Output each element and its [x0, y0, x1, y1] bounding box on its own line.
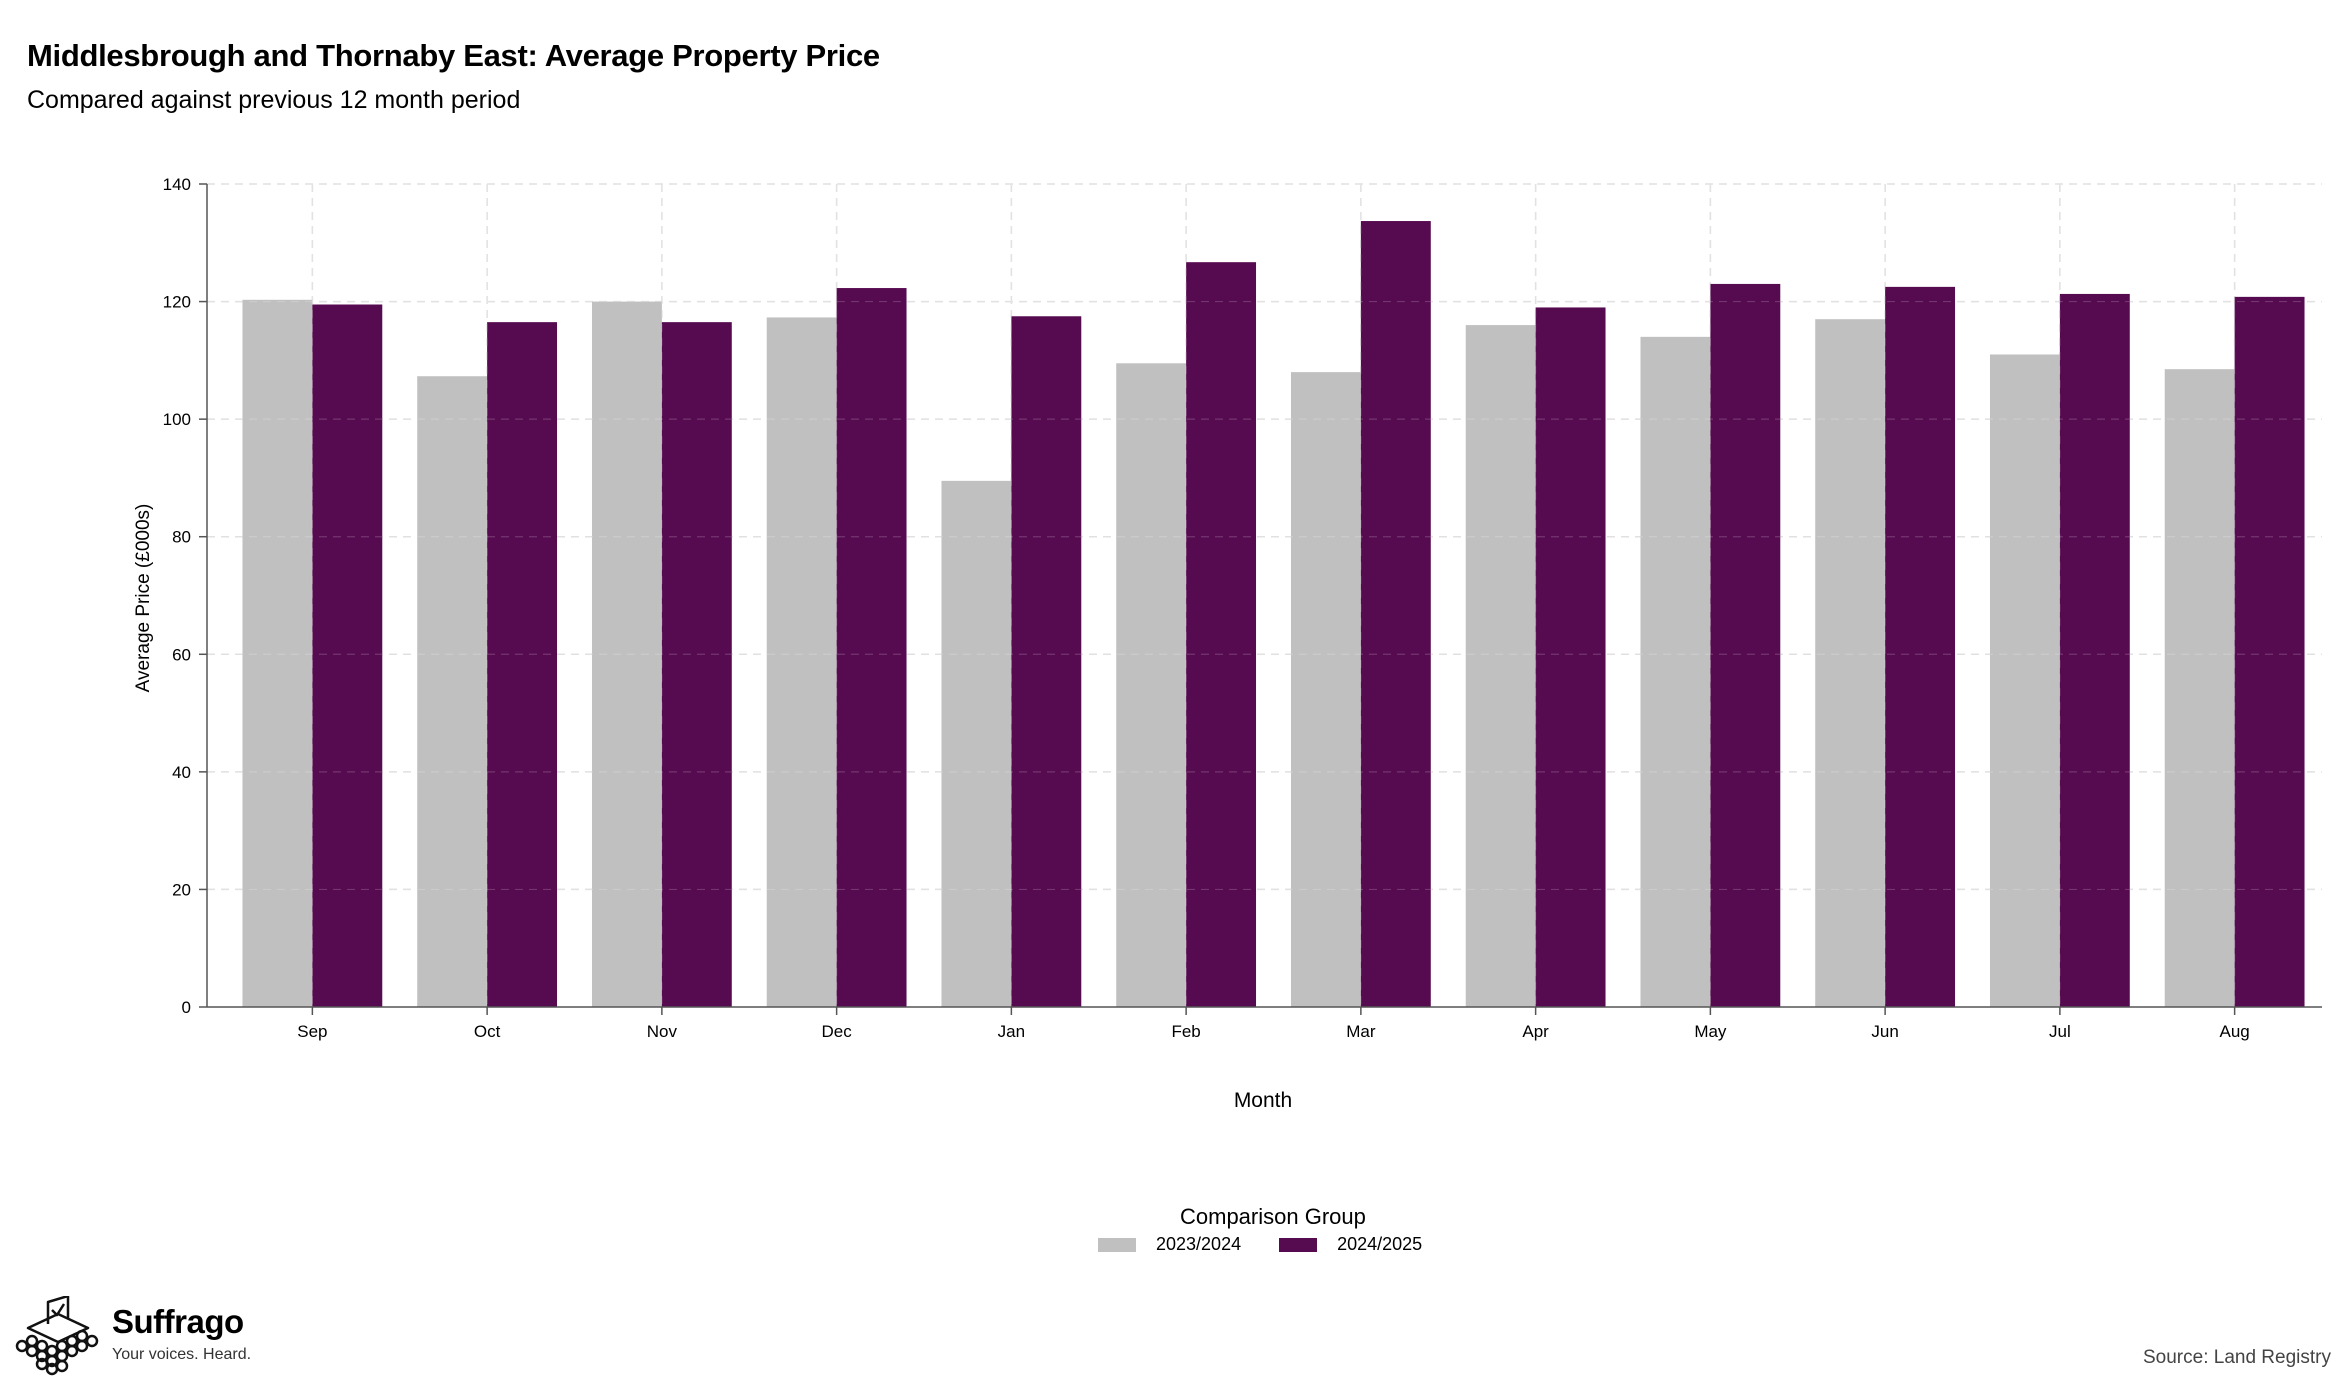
bar-2023-2024-jan [941, 480, 1012, 1007]
bar-2024-2025-oct [487, 322, 558, 1007]
y-axis-label: Average Price (£000s) [133, 504, 154, 693]
legend-label-2023-2024: 2023/2024 [1156, 1234, 1242, 1254]
y-tick-label: 60 [172, 645, 191, 664]
source-note: Source: Land Registry [2143, 1347, 2331, 1368]
x-tick-label: Sep [297, 1022, 327, 1041]
legend-title: Comparison Group [1180, 1204, 1366, 1229]
x-tick-label: Mar [1346, 1022, 1376, 1041]
y-tick-label: 80 [172, 528, 191, 547]
bar-2023-2024-sep [242, 299, 313, 1007]
bar-2024-2025-nov [661, 322, 732, 1007]
brand-name: Suffrago [112, 1303, 244, 1340]
y-tick-label: 0 [182, 998, 191, 1017]
bar-2023-2024-jun [1815, 319, 1886, 1007]
x-tick-label: Jan [998, 1022, 1025, 1041]
chart-title: Middlesbrough and Thornaby East: Average… [27, 38, 880, 73]
x-tick-label: Apr [1522, 1022, 1549, 1041]
bar-2024-2025-aug [2234, 296, 2305, 1008]
ballot-box-icon [15, 1296, 99, 1376]
axes: 0 20 40 60 80 100 120 140 Sep Oct Nov Dec Jan Feb Mar A… [163, 175, 2322, 1041]
bar-2024-2025-dec [836, 288, 907, 1007]
legend-item-2024-2025: 2024/2025 [1279, 1234, 1422, 1255]
chart-subtitle: Compared against previous 12 month perio… [27, 86, 521, 114]
bar-2023-2024-jul [1989, 354, 2060, 1007]
y-tick-label: 100 [163, 410, 191, 429]
y-tick-label: 20 [172, 880, 191, 899]
x-tick-label: Feb [1171, 1022, 1200, 1041]
x-tick-label: May [1694, 1022, 1727, 1041]
bar-2024-2025-sep [312, 304, 383, 1007]
x-tick-label: Aug [2220, 1022, 2250, 1041]
x-tick-label: Oct [474, 1022, 501, 1041]
x-tick-label: Jul [2049, 1022, 2071, 1041]
x-tick-label: Nov [647, 1022, 678, 1041]
x-tick-label: Dec [822, 1022, 853, 1041]
bar-2024-2025-feb [1186, 262, 1257, 1007]
bar-2024-2025-apr [1535, 307, 1606, 1007]
bar-2023-2024-apr [1465, 325, 1536, 1008]
legend-label-2024-2025: 2024/2025 [1337, 1234, 1423, 1254]
legend-item-2023-2024: 2023/2024 [1098, 1234, 1241, 1255]
y-tick-label: 120 [163, 293, 191, 312]
bar-2024-2025-jan [1011, 316, 1082, 1008]
bar-2023-2024-oct [417, 376, 488, 1008]
bar-2023-2024-dec [766, 317, 837, 1007]
bar-2024-2025-jul [2059, 293, 2130, 1007]
brand-tagline: Your voices. Heard. [112, 1346, 252, 1363]
y-tick-label: 140 [163, 175, 191, 194]
x-tick-label: Jun [1871, 1022, 1898, 1041]
legend: 2023/2024 2024/2025 [1098, 1234, 1460, 1255]
y-tick-label: 40 [172, 763, 191, 782]
bar-2024-2025-may [1710, 283, 1781, 1008]
bars [207, 183, 2322, 1008]
bar-2023-2024-aug [2164, 369, 2235, 1007]
x-axis-label: Month [1234, 1089, 1292, 1112]
bar-2023-2024-mar [1290, 372, 1361, 1008]
bar-2023-2024-feb [1116, 363, 1187, 1008]
bar-2023-2024-may [1640, 336, 1711, 1007]
brand-logo: Suffrago Your voices. Heard. [14, 1296, 251, 1376]
bar-2024-2025-jun [1885, 286, 1956, 1007]
legend-swatch-2024-2025 [1279, 1237, 1318, 1252]
bar-2024-2025-mar [1360, 221, 1431, 1007]
legend-swatch-2023-2024 [1098, 1237, 1136, 1252]
bar-2023-2024-nov [591, 301, 662, 1008]
